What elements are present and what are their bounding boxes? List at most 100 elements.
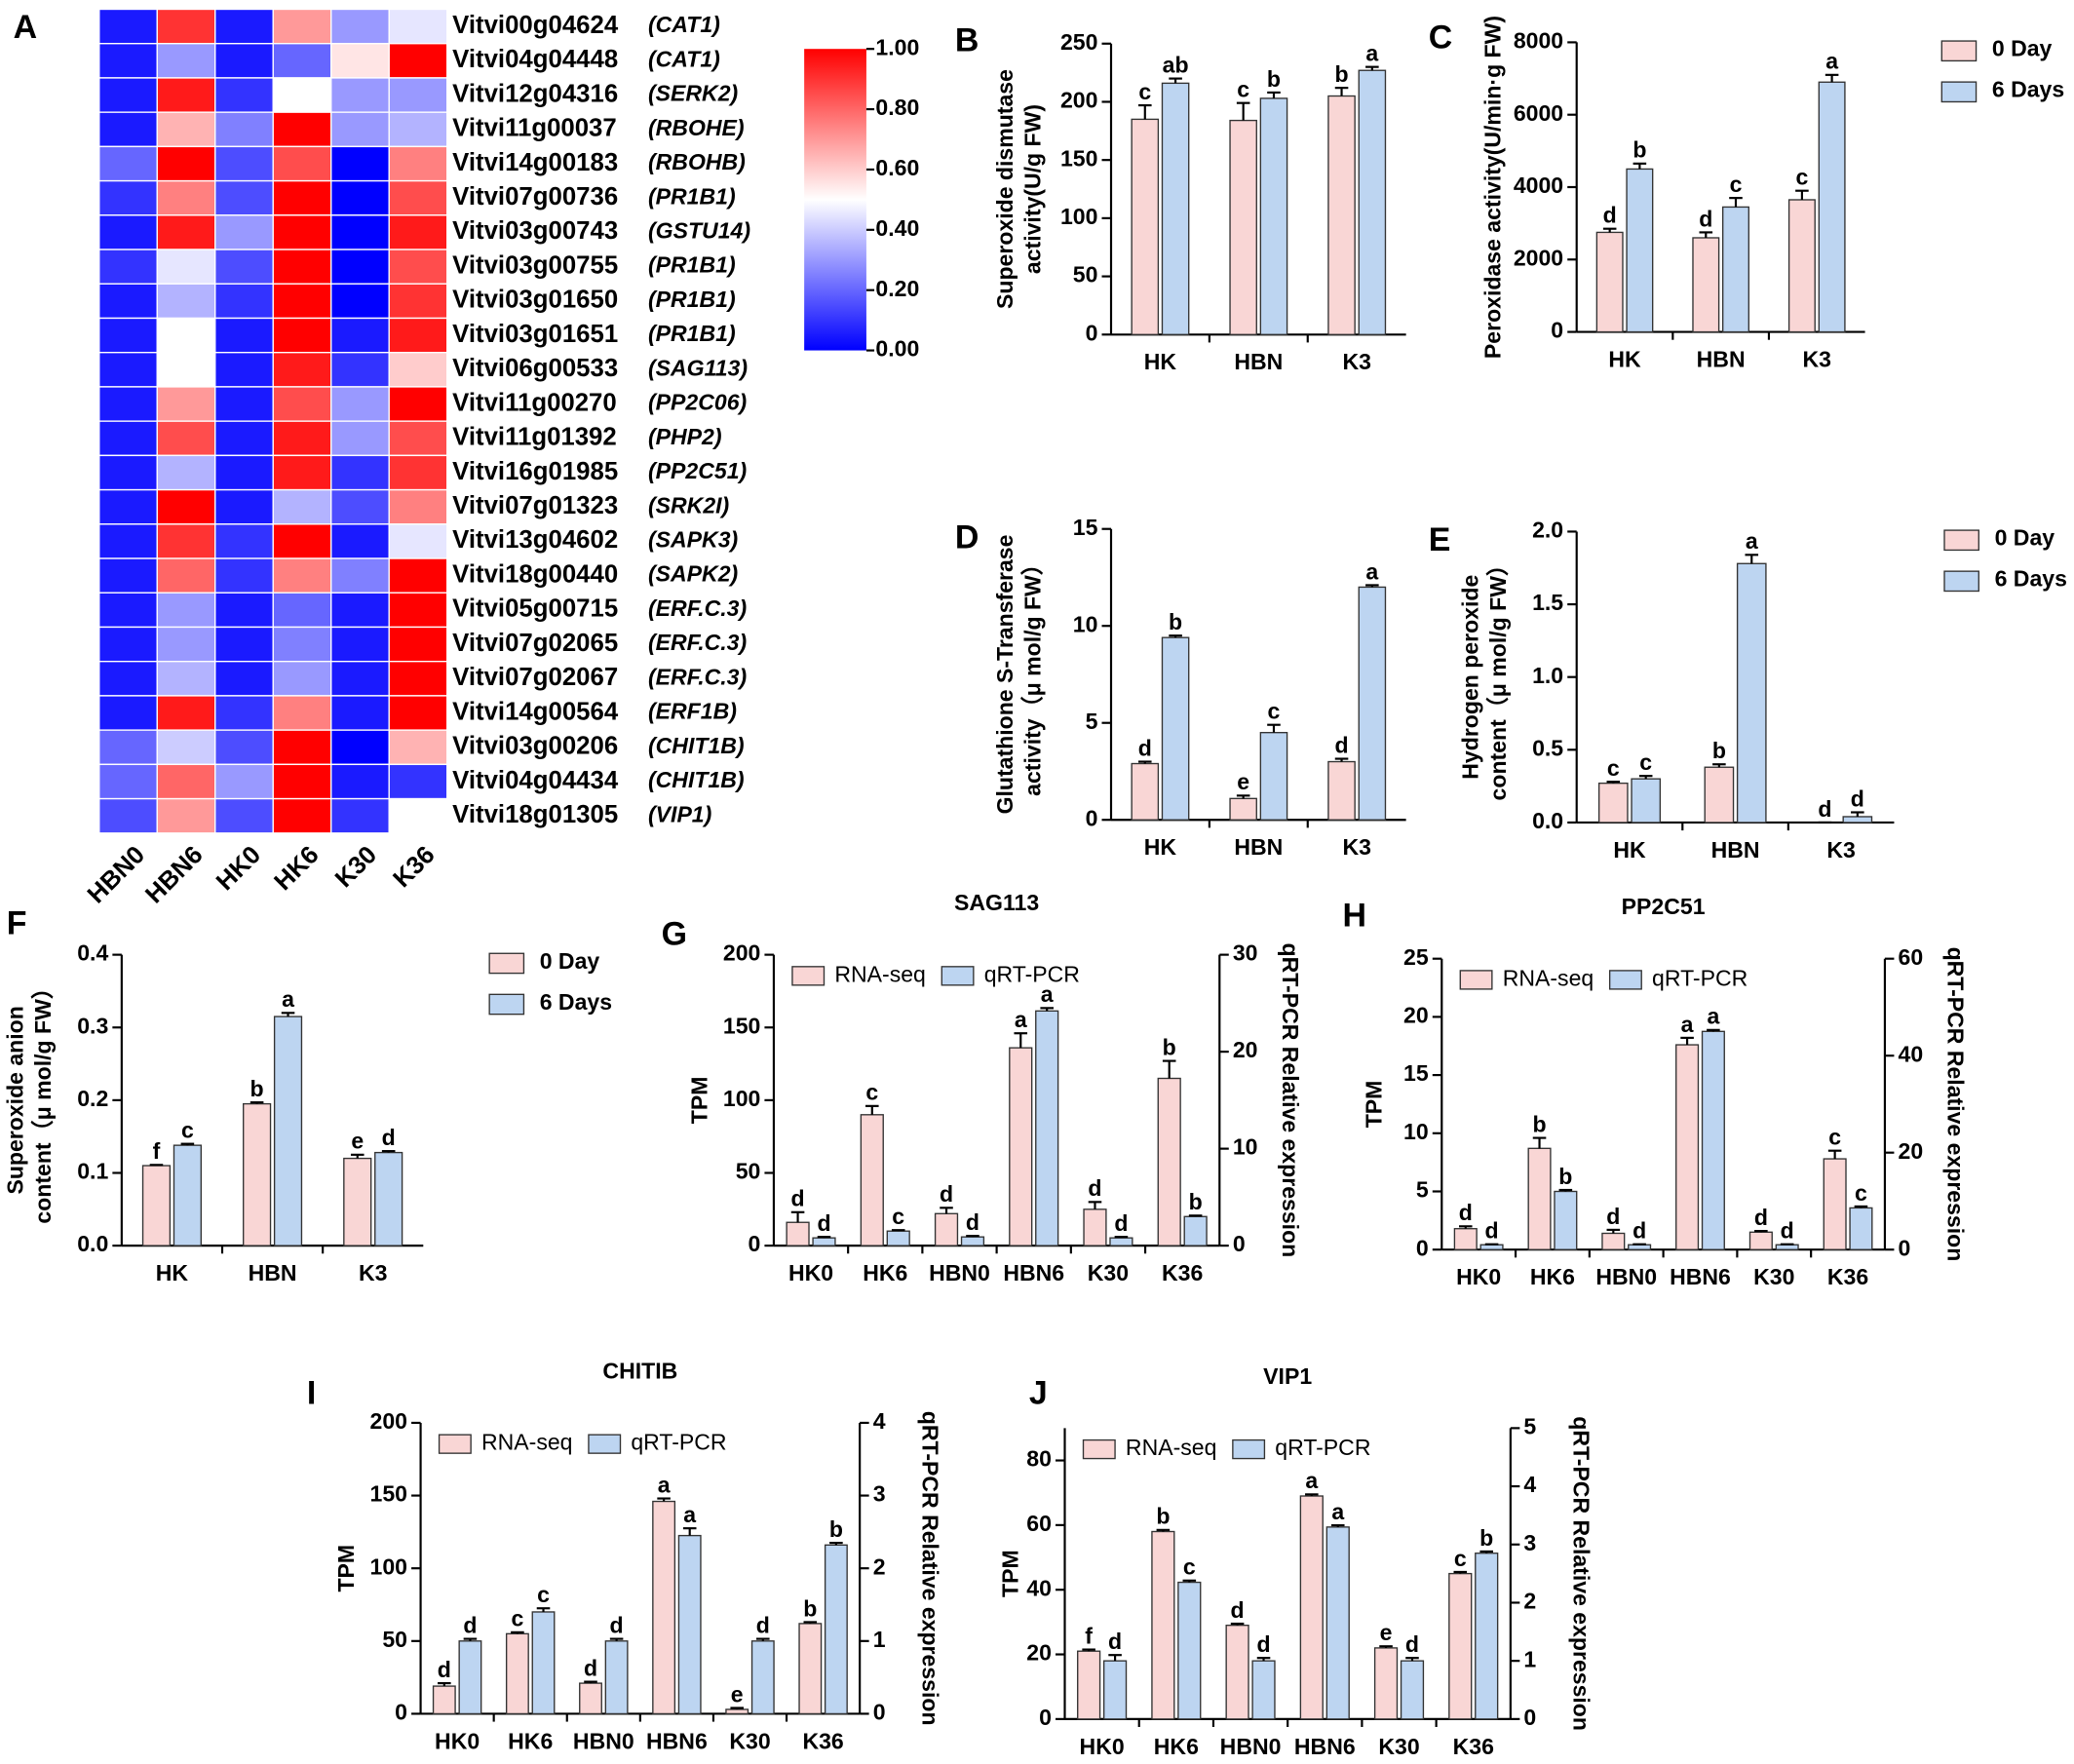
- x-tick-label: HK0: [788, 1260, 833, 1285]
- x-tick-label: HBN0: [1595, 1264, 1657, 1289]
- x-tick-label: K3: [1342, 834, 1370, 860]
- legend-swatch: [488, 993, 525, 1016]
- heat-cell: [388, 352, 448, 388]
- x-tick-label: K36: [1827, 1264, 1868, 1289]
- heat-cell: [388, 695, 448, 731]
- chart-title: VIP1: [1263, 1363, 1312, 1389]
- heat-cell: [272, 695, 332, 731]
- bar: [531, 1611, 556, 1715]
- significance-letter: d: [438, 1657, 451, 1682]
- heat-cell: [330, 797, 390, 834]
- significance-letter: d: [610, 1612, 624, 1637]
- y-tick-label: 0: [1039, 1705, 1052, 1730]
- y-axis-label: Peroxidase activity(U/min·g FW): [1480, 16, 1506, 359]
- row-gene: (SERK2): [648, 81, 738, 106]
- heat-cell: [214, 317, 274, 354]
- y2-tick-label: 4: [1523, 1472, 1536, 1497]
- significance-letter: c: [1183, 1554, 1196, 1580]
- bar: [934, 1212, 959, 1246]
- bar: [960, 1236, 985, 1246]
- row-id: Vitvi03g00755: [452, 251, 618, 279]
- x-tick-label: HBN: [249, 1260, 297, 1285]
- heat-cell: [388, 626, 448, 663]
- heat-cell: [214, 626, 274, 663]
- heat-cell: [388, 43, 448, 79]
- row-gene: (PR1B1): [648, 321, 736, 346]
- y-tick-label: 150: [723, 1013, 760, 1038]
- significance-letter: c: [892, 1204, 904, 1229]
- heat-cell: [156, 695, 216, 731]
- colorbar-tick-label: 0.40: [875, 215, 919, 241]
- significance-letter: d: [1138, 735, 1152, 760]
- bar: [1475, 1553, 1499, 1720]
- bar: [173, 1144, 202, 1246]
- heat-cell: [330, 488, 390, 525]
- y-axis-label: content（μ mol/g FW）: [30, 977, 56, 1223]
- bar: [432, 1685, 456, 1715]
- x-tick-label: HK6: [863, 1260, 907, 1285]
- heat-cell: [272, 214, 332, 250]
- legend-swatch: [941, 966, 975, 986]
- panel-letter: C: [1429, 19, 1453, 57]
- row-gene: (SAPK2): [648, 561, 738, 587]
- bar: [677, 1534, 702, 1715]
- y2-tick-label: 1: [1523, 1646, 1536, 1671]
- bar: [1704, 766, 1735, 824]
- row-gene: (PP2C51): [648, 458, 747, 483]
- heat-cell: [98, 283, 158, 320]
- heat-cell: [330, 386, 390, 422]
- bar: [1229, 797, 1257, 821]
- legend-label: 6 Days: [1995, 566, 2067, 592]
- row-id: Vitvi11g00037: [452, 115, 617, 142]
- heat-cell: [330, 729, 390, 766]
- bar: [1083, 1208, 1107, 1246]
- y-tick-label: 0: [1086, 805, 1098, 830]
- bar: [1177, 1581, 1202, 1720]
- y2-tick-label: 10: [1233, 1134, 1258, 1160]
- significance-letter: d: [1335, 732, 1349, 757]
- significance-letter: a: [683, 1502, 696, 1527]
- row-gene: (SAPK3): [648, 527, 738, 553]
- bar: [1626, 168, 1654, 333]
- y-tick-label: 100: [1060, 204, 1097, 229]
- heat-cell: [156, 386, 216, 422]
- heat-cell: [272, 317, 332, 354]
- significance-letter: d: [1781, 1218, 1794, 1244]
- bar: [458, 1640, 482, 1715]
- heat-cell: [156, 763, 216, 800]
- y-tick-label: 50: [736, 1159, 761, 1184]
- row-id: Vitvi12g04316: [452, 80, 618, 107]
- row-id: Vitvi07g02065: [452, 630, 618, 657]
- heat-cell: [98, 488, 158, 525]
- colorbar-tick-label: 1.00: [875, 34, 919, 59]
- legend-swatch: [1232, 1438, 1266, 1460]
- heat-cell: [214, 179, 274, 216]
- heat-cell: [272, 386, 332, 422]
- heat-cell: [330, 317, 390, 354]
- bar: [886, 1230, 910, 1246]
- significance-letter: d: [1108, 1629, 1122, 1654]
- row-gene: (ERF.C.3): [648, 595, 747, 621]
- row-gene: (PR1B1): [648, 252, 736, 278]
- y2-tick-label: 2: [873, 1553, 886, 1579]
- heat-cell: [214, 214, 274, 250]
- heat-cell: [98, 352, 158, 388]
- heat-cell: [272, 592, 332, 629]
- heat-cell: [98, 8, 158, 45]
- row-id: Vitvi18g00440: [452, 560, 618, 588]
- legend-swatch: [1940, 40, 1978, 62]
- heat-cell: [388, 317, 448, 354]
- bar: [798, 1623, 823, 1715]
- significance-letter: c: [181, 1118, 194, 1143]
- y-tick-label: 80: [1026, 1446, 1052, 1472]
- heat-cell: [98, 797, 158, 834]
- significance-letter: c: [1607, 755, 1620, 781]
- legend-label: 0 Day: [1992, 36, 2053, 61]
- heat-cell: [98, 626, 158, 663]
- heat-cell: [330, 214, 390, 250]
- heat-cell: [388, 283, 448, 320]
- y2-tick-label: 4: [873, 1408, 886, 1434]
- heat-cell: [156, 523, 216, 559]
- heat-cell: [214, 523, 274, 559]
- significance-letter: a: [282, 986, 294, 1012]
